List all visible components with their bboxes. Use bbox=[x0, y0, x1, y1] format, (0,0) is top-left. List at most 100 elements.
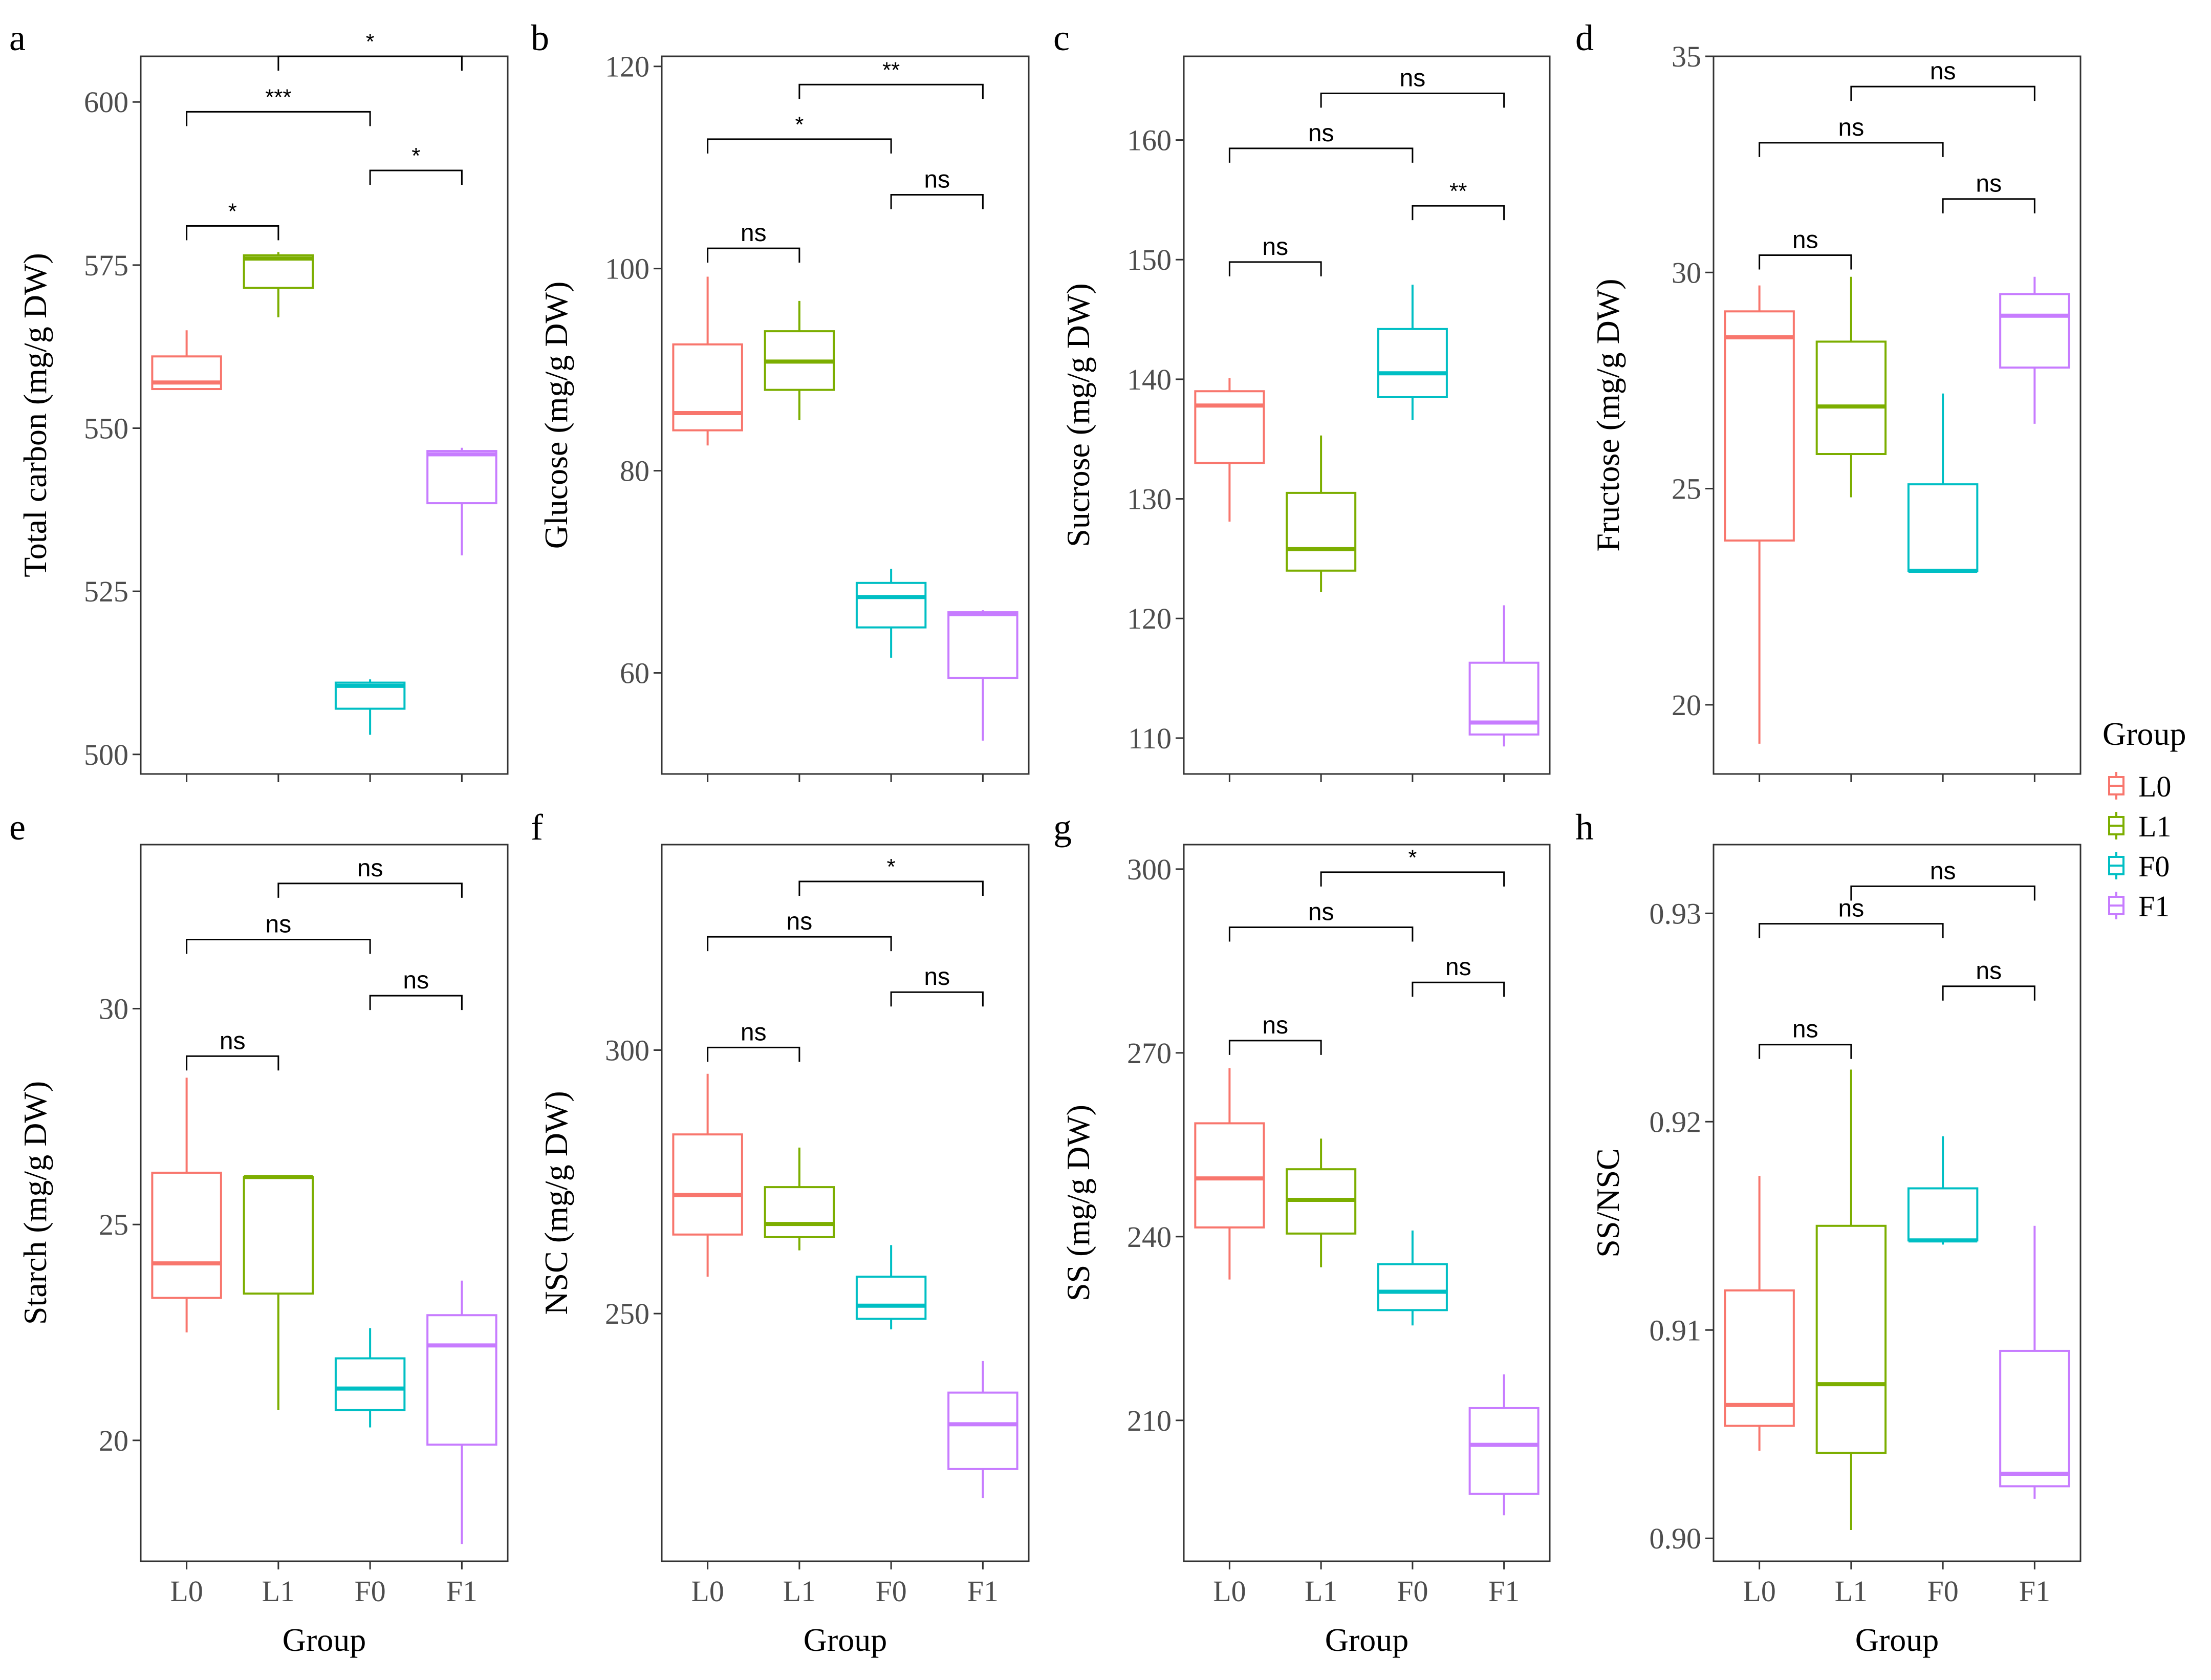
bracket-line bbox=[798, 880, 984, 896]
box-iqr bbox=[243, 1176, 314, 1295]
y-tick-label: 0.90 bbox=[1650, 1522, 1702, 1555]
box-iqr bbox=[1815, 340, 1887, 456]
bracket-label: * bbox=[411, 143, 420, 168]
significance-bracket: ns bbox=[1942, 958, 2035, 1001]
box-F1 bbox=[947, 1361, 1018, 1498]
bracket-label: ns bbox=[1976, 958, 2002, 985]
legend: Group L0 L1 F0 F1 bbox=[2102, 716, 2186, 923]
significance-bracket: * bbox=[369, 143, 463, 185]
significance-bracket: ns bbox=[1320, 64, 1505, 108]
box-L0 bbox=[1724, 1176, 1795, 1451]
x-tick-label: F0 bbox=[1927, 1575, 1958, 1608]
box-L0 bbox=[1194, 378, 1265, 522]
bracket-line bbox=[1759, 923, 1944, 938]
significance-bracket: * bbox=[707, 112, 892, 154]
box-L0 bbox=[672, 276, 743, 446]
box-F0 bbox=[1907, 1136, 1979, 1245]
box-iqr bbox=[947, 611, 1018, 679]
box-F1 bbox=[1468, 1374, 1540, 1516]
bracket-line bbox=[707, 138, 892, 154]
box-iqr bbox=[334, 1357, 406, 1411]
box-L1 bbox=[764, 1147, 835, 1251]
box-F1 bbox=[1999, 1225, 2070, 1499]
bracket-line bbox=[1320, 92, 1505, 108]
bracket-label: ns bbox=[266, 911, 292, 938]
bracket-label: ns bbox=[741, 1019, 767, 1046]
bracket-line bbox=[1228, 927, 1414, 942]
bracket-line bbox=[1942, 198, 2035, 213]
box-iqr bbox=[1286, 491, 1357, 572]
significance-bracket: * bbox=[186, 199, 279, 241]
panel-d: d 20 25 30 35 Fructose (mg/g DW) ns ns ns ns bbox=[1575, 17, 2082, 782]
x-tick-label: L1 bbox=[1305, 1575, 1337, 1608]
y-tick-label: 25 bbox=[99, 1208, 128, 1241]
significance-bracket: ns bbox=[1850, 857, 2035, 901]
y-axis-title: Sucrose (mg/g DW) bbox=[1060, 283, 1096, 547]
panel-e: e 20 25 30 Starch (mg/g DW) L0 L1 F0 F1 Group ns ns… bbox=[9, 807, 509, 1658]
x-tick-label: L0 bbox=[1743, 1575, 1775, 1608]
box-iqr bbox=[426, 1314, 497, 1446]
significance-bracket: ns bbox=[1228, 120, 1414, 163]
bracket-label: ns bbox=[1262, 233, 1288, 261]
box-F0 bbox=[334, 1328, 406, 1428]
bracket-line bbox=[369, 995, 463, 1010]
y-tick-label: 160 bbox=[1127, 124, 1172, 157]
y-tick-label: 550 bbox=[84, 412, 128, 445]
box-F1 bbox=[426, 447, 497, 556]
bracket-line bbox=[186, 939, 371, 954]
significance-bracket: * bbox=[277, 29, 463, 71]
bracket-line bbox=[707, 1046, 800, 1062]
bracket-line bbox=[1228, 147, 1414, 163]
plot-frame bbox=[1713, 844, 2082, 1562]
box-L1 bbox=[243, 1175, 314, 1410]
bracket-label: ns bbox=[1400, 64, 1426, 92]
box-iqr bbox=[672, 343, 743, 432]
bracket-label: ns bbox=[787, 908, 813, 935]
box-iqr bbox=[1377, 1263, 1448, 1311]
bracket-line bbox=[890, 194, 984, 209]
y-axis-title: Starch (mg/g DW) bbox=[17, 1081, 53, 1325]
panel-label: a bbox=[9, 17, 26, 58]
bracket-line bbox=[1759, 142, 1944, 157]
y-tick-label: 30 bbox=[99, 992, 128, 1025]
y-tick-label: 240 bbox=[1127, 1220, 1172, 1254]
significance-bracket: ns bbox=[186, 1027, 279, 1071]
significance-bracket: ns bbox=[1942, 170, 2035, 213]
box-iqr bbox=[1907, 483, 1979, 572]
box-iqr bbox=[855, 1276, 927, 1320]
box-iqr bbox=[1815, 1224, 1887, 1454]
box-iqr bbox=[1999, 1349, 2070, 1488]
legend-entry-L0: L0 bbox=[2108, 770, 2171, 803]
box-F0 bbox=[855, 569, 927, 658]
y-tick-label: 20 bbox=[1672, 688, 1701, 722]
y-axis-title: Total carbon (mg/g DW) bbox=[17, 253, 53, 577]
legend-label: F1 bbox=[2138, 890, 2170, 923]
box-F0 bbox=[334, 679, 406, 735]
y-axis-title: NSC (mg/g DW) bbox=[538, 1091, 574, 1315]
bracket-line bbox=[798, 83, 984, 99]
bracket-label: ns bbox=[1930, 857, 1956, 885]
box-iqr bbox=[1907, 1187, 1979, 1242]
legend-entry-L1: L1 bbox=[2108, 810, 2171, 843]
y-tick-label: 100 bbox=[605, 252, 649, 286]
bracket-label: ns bbox=[1838, 114, 1865, 141]
y-tick-label: 525 bbox=[84, 575, 128, 608]
box-iqr bbox=[1724, 310, 1795, 542]
bracket-label: * bbox=[1408, 845, 1417, 870]
plot-frame bbox=[1183, 55, 1551, 775]
y-tick-label: 150 bbox=[1127, 243, 1172, 276]
bracket-line bbox=[890, 991, 984, 1007]
y-axis-title: Glucose (mg/g DW) bbox=[538, 282, 574, 549]
y-tick-label: 80 bbox=[620, 455, 649, 488]
box-L0 bbox=[672, 1073, 743, 1277]
bracket-label: * bbox=[795, 112, 804, 137]
significance-bracket: ns bbox=[1759, 227, 1852, 270]
significance-bracket: ** bbox=[798, 57, 984, 99]
panel-label: h bbox=[1575, 807, 1594, 848]
box-L1 bbox=[1815, 1069, 1887, 1530]
bracket-label: ns bbox=[1976, 170, 2002, 198]
bracket-line bbox=[1759, 254, 1852, 270]
box-L1 bbox=[243, 252, 314, 317]
